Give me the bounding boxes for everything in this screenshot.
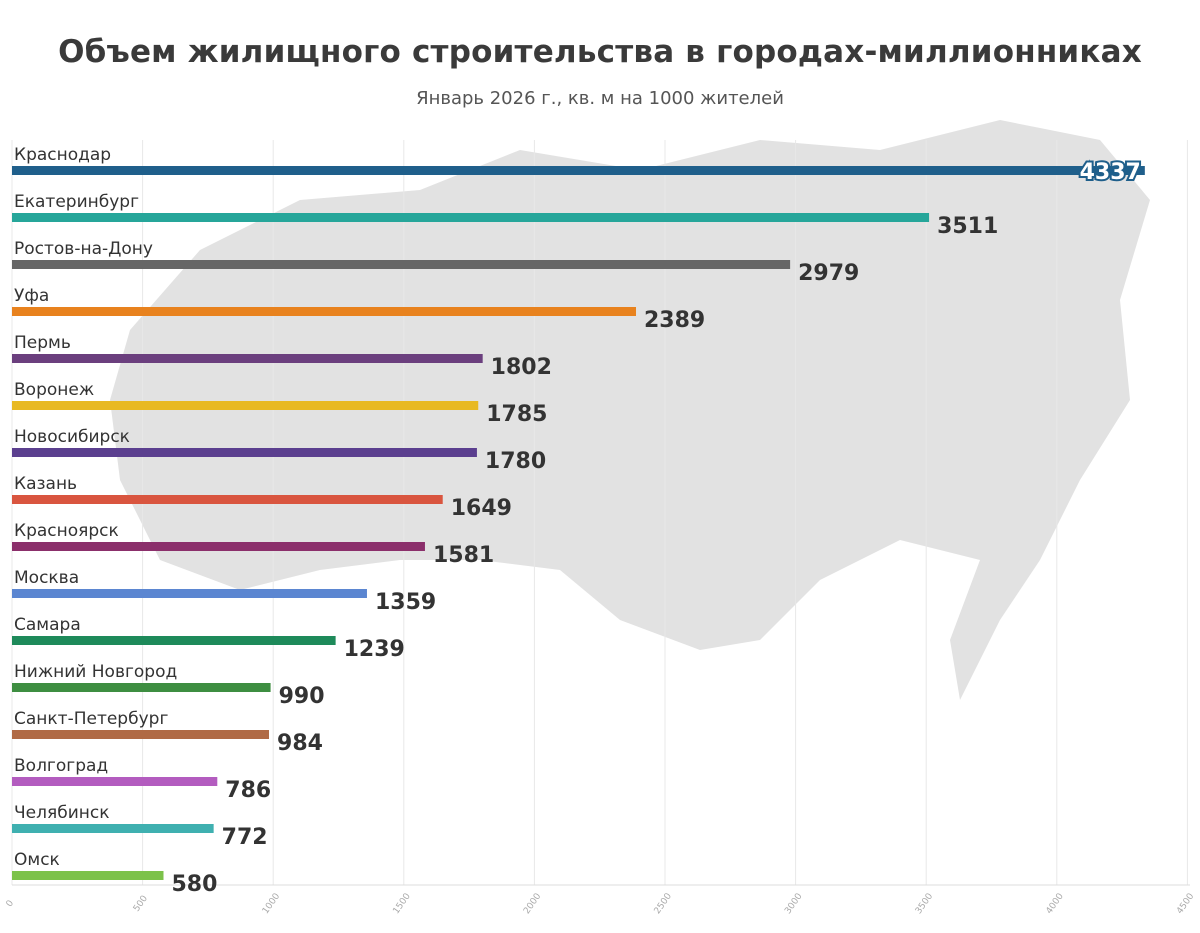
category-label: Красноярск	[14, 521, 119, 541]
category-label: Казань	[14, 474, 77, 494]
bar	[12, 401, 479, 410]
value-label: 3511	[937, 214, 998, 239]
bar	[12, 213, 930, 222]
bar	[12, 260, 791, 269]
bar	[12, 448, 477, 457]
value-label: 580	[171, 872, 217, 897]
chart-title: Объем жилищного строительства в городах-…	[58, 34, 1142, 70]
bar	[12, 871, 164, 880]
bar	[12, 636, 336, 645]
category-label: Ростов-на-Дону	[14, 239, 153, 259]
chart-subtitle: Январь 2026 г., кв. м на 1000 жителей	[416, 88, 784, 109]
bar	[12, 166, 1145, 175]
value-label: 4337	[1080, 160, 1141, 185]
value-label: 786	[225, 778, 271, 803]
category-label: Санкт-Петербург	[14, 709, 168, 729]
bar	[12, 730, 270, 739]
value-label: 1785	[486, 402, 547, 427]
x-tick-label: 500	[132, 894, 150, 914]
value-label: 772	[222, 825, 268, 850]
category-label: Екатеринбург	[14, 192, 139, 212]
bar	[12, 589, 367, 598]
value-label: 1581	[433, 543, 494, 568]
bar	[12, 307, 637, 316]
x-tick-label: 3500	[914, 891, 935, 916]
bar	[12, 777, 218, 786]
category-label: Волгоград	[14, 756, 108, 776]
bar	[12, 354, 483, 363]
value-label: 1780	[485, 449, 546, 474]
value-label: 1239	[344, 637, 405, 662]
x-tick-label: 4000	[1044, 891, 1065, 916]
value-label: 1359	[375, 590, 436, 615]
value-label: 984	[277, 731, 323, 756]
x-tick-label: 2500	[653, 891, 674, 916]
x-tick-label: 0	[5, 898, 17, 909]
bar	[12, 542, 425, 551]
x-tick-label: 3000	[783, 891, 804, 916]
category-label: Самара	[14, 615, 81, 635]
bar	[12, 495, 443, 504]
category-label: Омск	[14, 850, 60, 870]
value-label: 2389	[644, 308, 705, 333]
category-label: Воронеж	[14, 380, 94, 400]
value-label: 1802	[491, 355, 552, 380]
x-tick-label: 2000	[522, 891, 543, 916]
category-label: Краснодар	[14, 145, 111, 165]
category-label: Уфа	[14, 286, 49, 306]
category-label: Нижний Новгород	[14, 662, 177, 682]
category-label: Новосибирск	[14, 427, 130, 447]
value-label: 1649	[451, 496, 512, 521]
bar	[12, 824, 214, 833]
x-tick-label: 1500	[391, 891, 412, 916]
category-label: Москва	[14, 568, 79, 588]
x-tick-label: 1000	[261, 891, 282, 916]
category-label: Пермь	[14, 333, 71, 353]
category-label: Челябинск	[14, 803, 109, 823]
x-tick-label: 4500	[1175, 891, 1196, 916]
value-label: 990	[279, 684, 325, 709]
value-label: 2979	[798, 261, 859, 286]
bar	[12, 683, 271, 692]
